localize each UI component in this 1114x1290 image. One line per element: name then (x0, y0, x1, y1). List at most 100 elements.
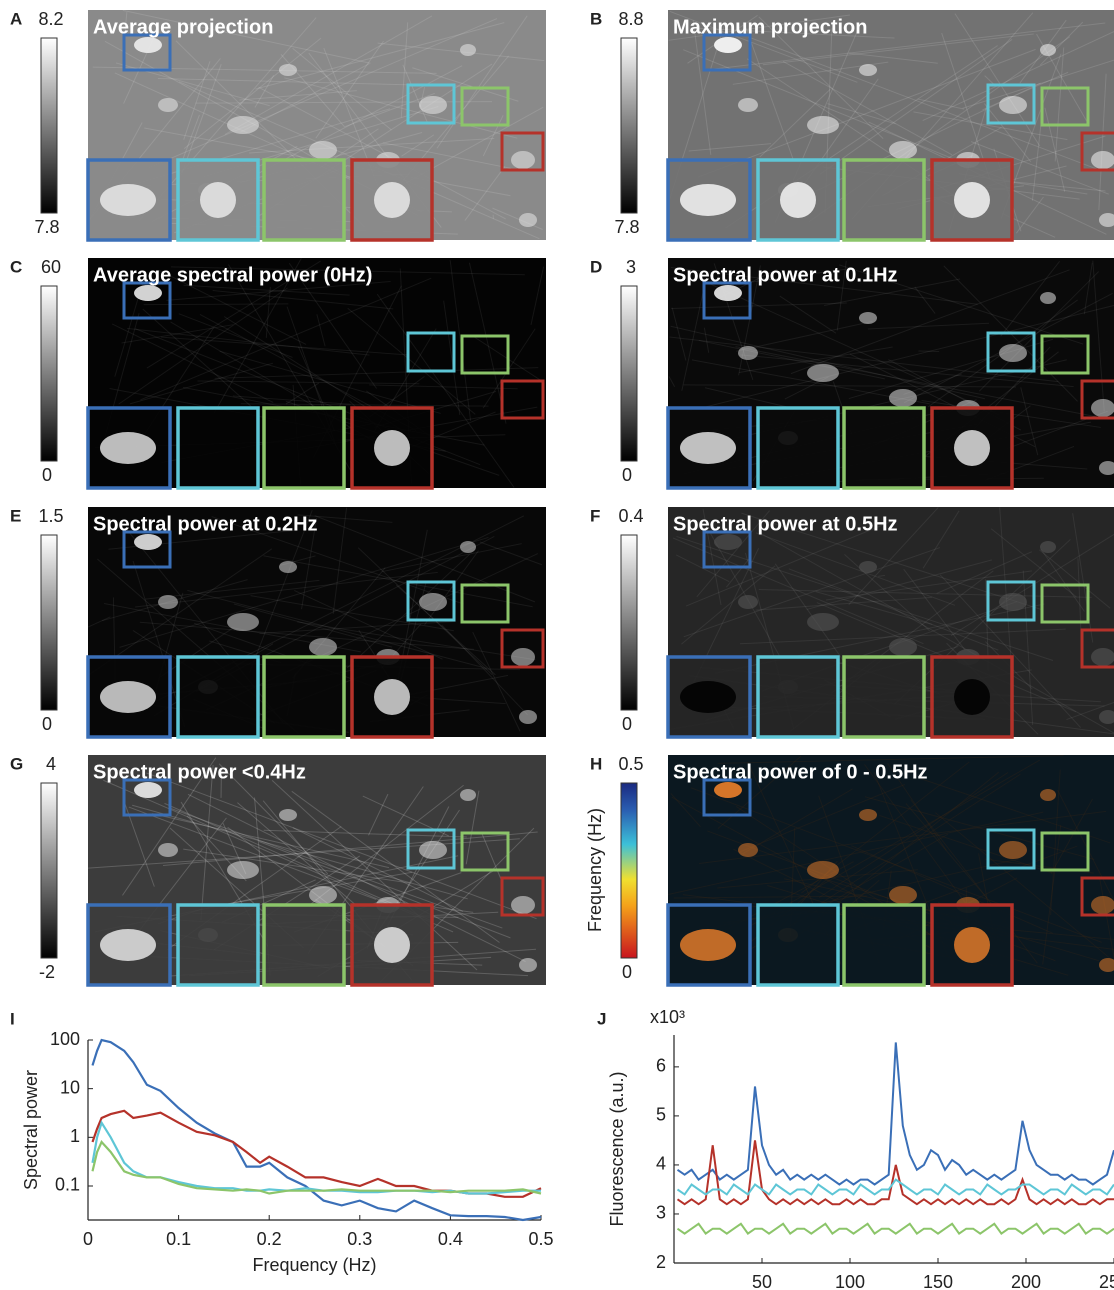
x-tick-label: 200 (1011, 1272, 1041, 1290)
cell (889, 886, 917, 904)
cell (1040, 44, 1056, 56)
x-tick-label: 250 (1099, 1272, 1114, 1290)
inset-cell (374, 182, 410, 218)
colorbar (41, 535, 57, 710)
image-panel (41, 10, 546, 240)
inset-cell (374, 430, 410, 466)
panel-title: Spectral power at 0.2Hz (93, 513, 318, 535)
colorbar-max: 0.5 (618, 754, 643, 774)
colorbar-max: 1.5 (38, 506, 63, 526)
cell (807, 116, 839, 134)
cell (511, 151, 535, 169)
inset-cell (100, 184, 156, 216)
panel-title: Maximum projection (673, 16, 867, 38)
series-line (678, 1224, 1114, 1234)
colorbar (41, 783, 57, 958)
inset-image (758, 905, 838, 985)
cell (859, 64, 877, 76)
colorbar (621, 783, 637, 958)
y-axis-label: Spectral power (21, 1070, 41, 1190)
cell (309, 638, 337, 656)
cell (999, 344, 1027, 362)
cell (419, 593, 447, 611)
inset-image (264, 657, 344, 737)
inset-cell (680, 929, 736, 961)
panel-letter: D (590, 257, 602, 276)
cell (999, 841, 1027, 859)
inset-cell (100, 681, 156, 713)
x-tick-label: 0.4 (438, 1229, 463, 1249)
y-tick-label: 100 (50, 1029, 80, 1049)
colorbar-label: Frequency (Hz) (585, 808, 605, 932)
panel-letter: H (590, 754, 602, 773)
cell (279, 809, 297, 821)
inset-image (178, 657, 258, 737)
cell (519, 958, 537, 972)
inset-image (264, 160, 344, 240)
cell (714, 782, 742, 798)
image-panel (41, 755, 546, 985)
panel-title: Spectral power at 0.1Hz (673, 264, 898, 286)
colorbar-max: 4 (46, 754, 56, 774)
y-tick-label: 3 (656, 1203, 666, 1223)
panel-letter: A (10, 9, 22, 28)
image-panel (41, 507, 546, 737)
inset-cell (100, 432, 156, 464)
cell (134, 37, 162, 53)
cell (419, 841, 447, 859)
panel-title: Spectral power of 0 - 0.5Hz (673, 761, 928, 783)
panel-title: Spectral power <0.4Hz (93, 761, 306, 783)
x-tick-label: 0 (83, 1229, 93, 1249)
series-line (93, 1142, 542, 1194)
y-axis-label: Fluorescence (a.u.) (607, 1071, 627, 1226)
cell (859, 809, 877, 821)
cell (158, 595, 178, 609)
panel-letter: C (10, 257, 22, 276)
cell (859, 561, 877, 573)
colorbar-min: 7.8 (614, 217, 639, 237)
cell (738, 595, 758, 609)
cell (279, 561, 297, 573)
image-panel (621, 10, 1114, 240)
cell (738, 843, 758, 857)
cell (714, 285, 742, 301)
panel-letter: F (590, 506, 600, 525)
cell (460, 541, 476, 553)
cell (1091, 151, 1114, 169)
inset-cell (954, 927, 990, 963)
inset-image (844, 160, 924, 240)
cell (807, 861, 839, 879)
cell (134, 285, 162, 301)
cell (519, 213, 537, 227)
inset-image (264, 905, 344, 985)
inset-cell (680, 432, 736, 464)
x-tick-label: 0.3 (347, 1229, 372, 1249)
series-line (678, 1180, 1114, 1195)
inset-cell (200, 182, 236, 218)
colorbar (41, 38, 57, 213)
inset-image (264, 408, 344, 488)
y-tick-label: 10 (60, 1077, 80, 1097)
cell (889, 389, 917, 407)
panel-title: Spectral power at 0.5Hz (673, 513, 898, 535)
inset-image (844, 657, 924, 737)
series-line (93, 1111, 542, 1197)
colorbar (41, 286, 57, 461)
inset-cell (954, 430, 990, 466)
colorbar-min: 0 (622, 962, 632, 982)
inset-cell (780, 182, 816, 218)
image-panel (621, 507, 1114, 737)
inset-cell (374, 679, 410, 715)
panel-letter: B (590, 9, 602, 28)
cell (309, 886, 337, 904)
cell (158, 843, 178, 857)
cell (511, 648, 535, 666)
cell (738, 346, 758, 360)
cell (158, 98, 178, 112)
cell (1091, 399, 1114, 417)
colorbar-min: 0 (622, 465, 632, 485)
inset-image (178, 905, 258, 985)
inset-image (844, 905, 924, 985)
colorbar-max: 3 (626, 257, 636, 277)
inset-cell (954, 182, 990, 218)
